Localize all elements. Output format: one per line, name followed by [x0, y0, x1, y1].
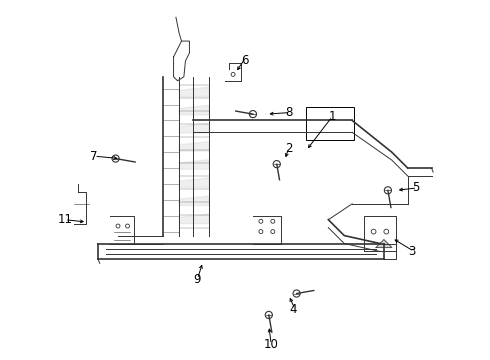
FancyBboxPatch shape: [306, 107, 354, 140]
Text: 3: 3: [408, 245, 416, 258]
Text: 9: 9: [194, 273, 201, 286]
Text: 6: 6: [241, 54, 249, 67]
Text: 7: 7: [91, 150, 98, 163]
Polygon shape: [376, 239, 392, 247]
Text: 4: 4: [289, 303, 296, 316]
Polygon shape: [179, 160, 209, 169]
Text: 11: 11: [57, 213, 73, 226]
Text: 2: 2: [285, 142, 293, 155]
Polygon shape: [179, 214, 209, 224]
Polygon shape: [179, 196, 209, 206]
Text: 8: 8: [285, 106, 293, 119]
Text: 5: 5: [412, 181, 419, 194]
Text: 10: 10: [264, 338, 279, 351]
Polygon shape: [179, 178, 209, 187]
Polygon shape: [179, 141, 209, 151]
Polygon shape: [179, 87, 209, 96]
Polygon shape: [179, 105, 209, 115]
Text: 1: 1: [329, 110, 336, 123]
Polygon shape: [179, 123, 209, 133]
